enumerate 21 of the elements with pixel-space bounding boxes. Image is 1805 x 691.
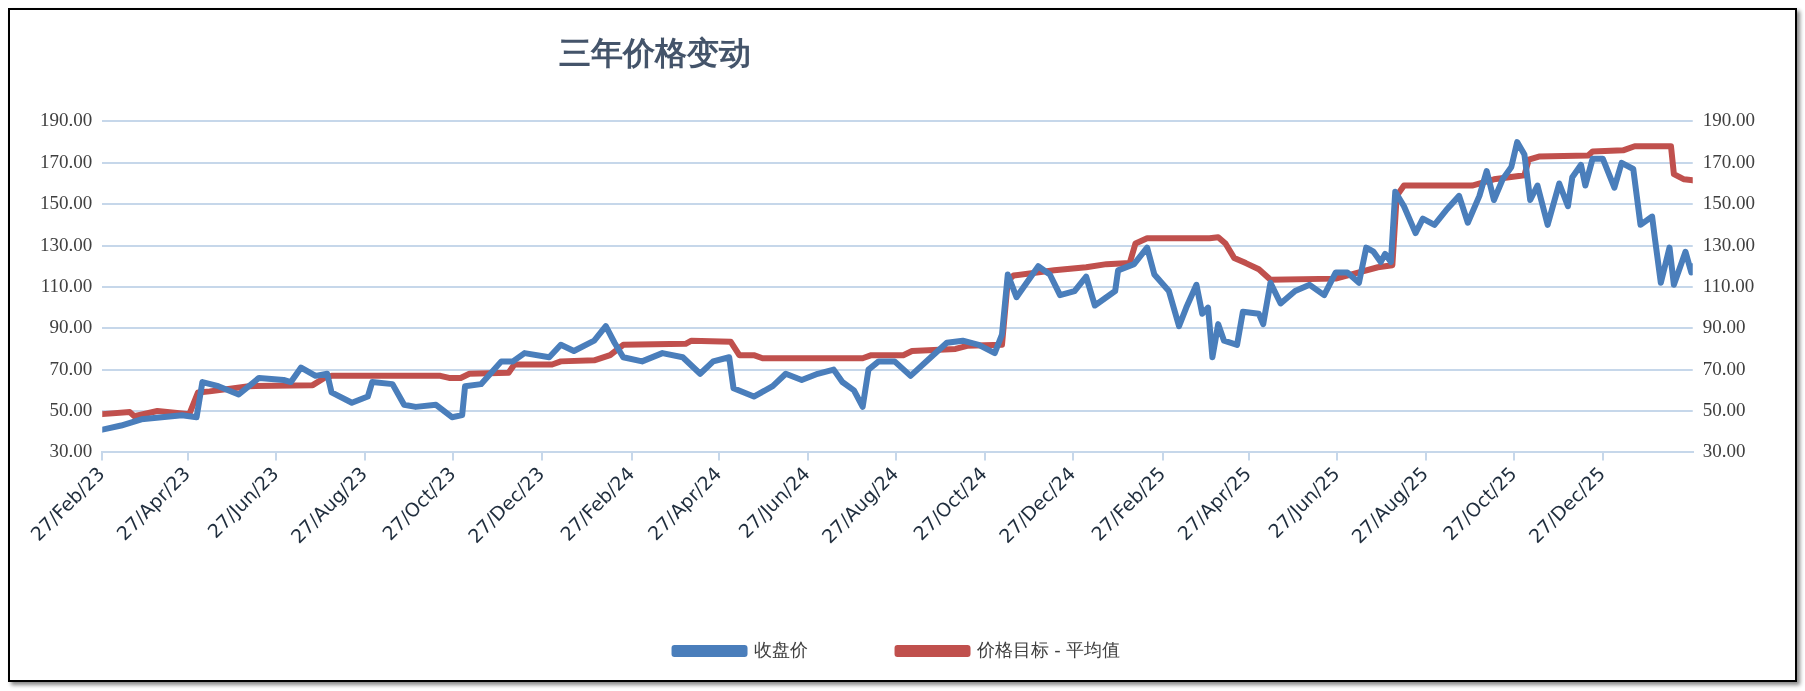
y-tick-label: 30.00 [49,440,93,462]
y2-tick-label: 130.00 [1702,233,1755,255]
y2-tick-label: 110.00 [1702,274,1755,296]
y-tick-label: 170.00 [40,150,93,172]
y-tick-label: 110.00 [40,274,93,296]
y2-tick-label: 170.00 [1702,150,1755,172]
y-tick-label: 190.00 [40,109,93,131]
y-tick-label: 70.00 [49,357,93,379]
y2-tick-label: 70.00 [1702,357,1746,379]
legend-label: 价格目标 - 平均值 [975,638,1121,660]
y2-tick-label: 50.00 [1702,399,1746,421]
y2-tick-label: 90.00 [1702,316,1746,338]
y-tick-label: 90.00 [49,316,93,338]
y-tick-label: 50.00 [49,399,93,421]
legend-label: 收盘价 [753,638,808,660]
y-tick-label: 150.00 [40,192,93,214]
y-tick-label: 130.00 [40,233,93,255]
chart-title: 三年价格变动 [558,33,752,74]
y2-tick-label: 150.00 [1702,192,1755,214]
y2-tick-label: 30.00 [1702,440,1746,462]
y2-tick-label: 190.00 [1702,109,1755,131]
